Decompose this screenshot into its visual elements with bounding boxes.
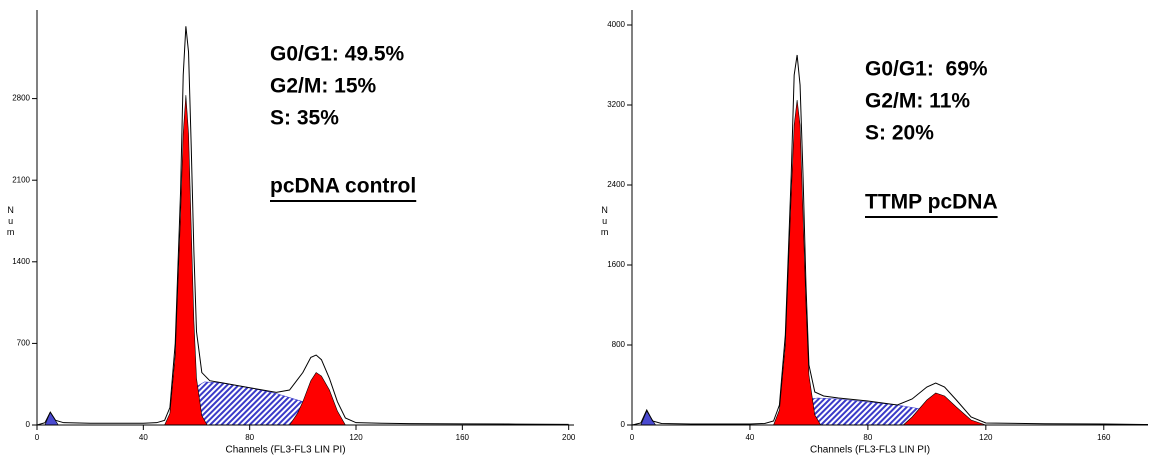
y-tick-label: 700: [17, 339, 31, 348]
phase-annotation: G2/M: 11%: [865, 90, 970, 113]
x-tick-label: 80: [245, 433, 254, 442]
x-tick-label: 40: [139, 433, 148, 442]
phase-annotation: G2/M: 15%: [270, 75, 377, 98]
x-tick-label: 0: [630, 433, 635, 442]
y-tick-label: 4000: [607, 20, 625, 29]
sample-label: TTMP pcDNA: [865, 191, 998, 214]
sample-label: pcDNA control: [270, 175, 416, 198]
phase-annotation: G0/G1: 49.5%: [270, 43, 405, 66]
y-tick-label: 3200: [607, 100, 625, 109]
y-tick-label: 800: [612, 340, 626, 349]
histogram-fill: [164, 95, 208, 426]
y-axis-label: Num: [6, 205, 16, 238]
y-tick-label: 0: [26, 420, 31, 429]
x-tick-label: 120: [349, 433, 363, 442]
histogram-line: [36, 26, 569, 426]
x-tick-label: 0: [35, 433, 40, 442]
y-axis-label: Num: [600, 205, 610, 238]
y-tick-label: 1600: [607, 260, 625, 269]
y-tick-label: 2400: [607, 180, 625, 189]
histogram-fill: [288, 372, 346, 426]
x-tick-label: 200: [562, 433, 576, 442]
phase-annotation: S: 35%: [270, 107, 339, 130]
histogram-fill: [902, 392, 986, 426]
x-axis-label: Channels (FL3-FL3 LIN PI): [810, 445, 930, 456]
y-tick-label: 2100: [12, 175, 30, 184]
x-tick-label: 80: [863, 433, 872, 442]
x-tick-label: 40: [745, 433, 754, 442]
x-tick-label: 120: [979, 433, 993, 442]
phase-annotation: S: 20%: [865, 122, 934, 145]
histogram-fill: [773, 99, 822, 426]
x-tick-label: 160: [456, 433, 470, 442]
x-axis-label: Channels (FL3-FL3 LIN PI): [225, 445, 345, 456]
y-tick-label: 0: [621, 420, 626, 429]
y-tick-label: 2800: [12, 94, 30, 103]
y-tick-label: 1400: [12, 257, 30, 266]
histogram-line: [631, 54, 1149, 426]
phase-annotation: G0/G1: 69%: [865, 58, 988, 81]
x-tick-label: 160: [1097, 433, 1111, 442]
